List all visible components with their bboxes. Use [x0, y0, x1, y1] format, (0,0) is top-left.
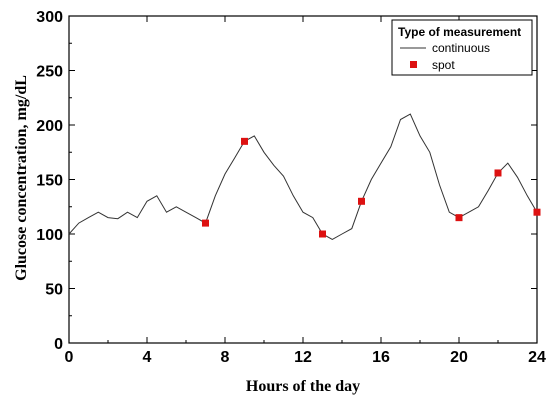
- x-tick-label: 8: [221, 349, 230, 366]
- spot-marker: [202, 219, 209, 227]
- y-axis: 0 50 100 150 200 250 300: [36, 9, 537, 353]
- plot-area: [68, 15, 541, 344]
- legend-spot-label: spot: [432, 58, 455, 72]
- y-tick-label: 250: [36, 64, 63, 81]
- y-tick-label: 0: [54, 336, 63, 353]
- plot-frame: [68, 15, 538, 344]
- x-axis-title: Hours of the day: [246, 378, 360, 395]
- legend: Type of measurement continuous spot: [391, 19, 533, 76]
- x-tick-label: 24: [528, 349, 546, 366]
- y-tick-label: 100: [36, 227, 63, 244]
- spot-marker: [455, 214, 463, 222]
- y-tick-label: 300: [36, 9, 63, 26]
- y-tick-label: 50: [45, 282, 63, 299]
- x-tick-label: 12: [294, 349, 312, 366]
- x-tick-label: 16: [372, 349, 390, 366]
- spot-marker: [533, 208, 541, 216]
- spot-marker: [319, 230, 326, 238]
- legend-continuous-label: continuous: [432, 41, 490, 55]
- continuous-series-line: [68, 113, 538, 240]
- spot-marker: [494, 169, 502, 177]
- x-tick-label: 0: [65, 349, 74, 366]
- x-tick-label: 4: [143, 349, 152, 366]
- spot-marker: [358, 197, 365, 205]
- legend-spot-swatch: [410, 61, 417, 68]
- spot-marker: [241, 137, 248, 145]
- y-tick-label: 200: [36, 118, 63, 135]
- y-tick-label: 150: [36, 173, 63, 190]
- y-axis-title: Glucose concentration, mg/dL: [13, 75, 30, 281]
- legend-title: Type of measurement: [398, 25, 521, 39]
- x-tick-label: 20: [450, 349, 468, 366]
